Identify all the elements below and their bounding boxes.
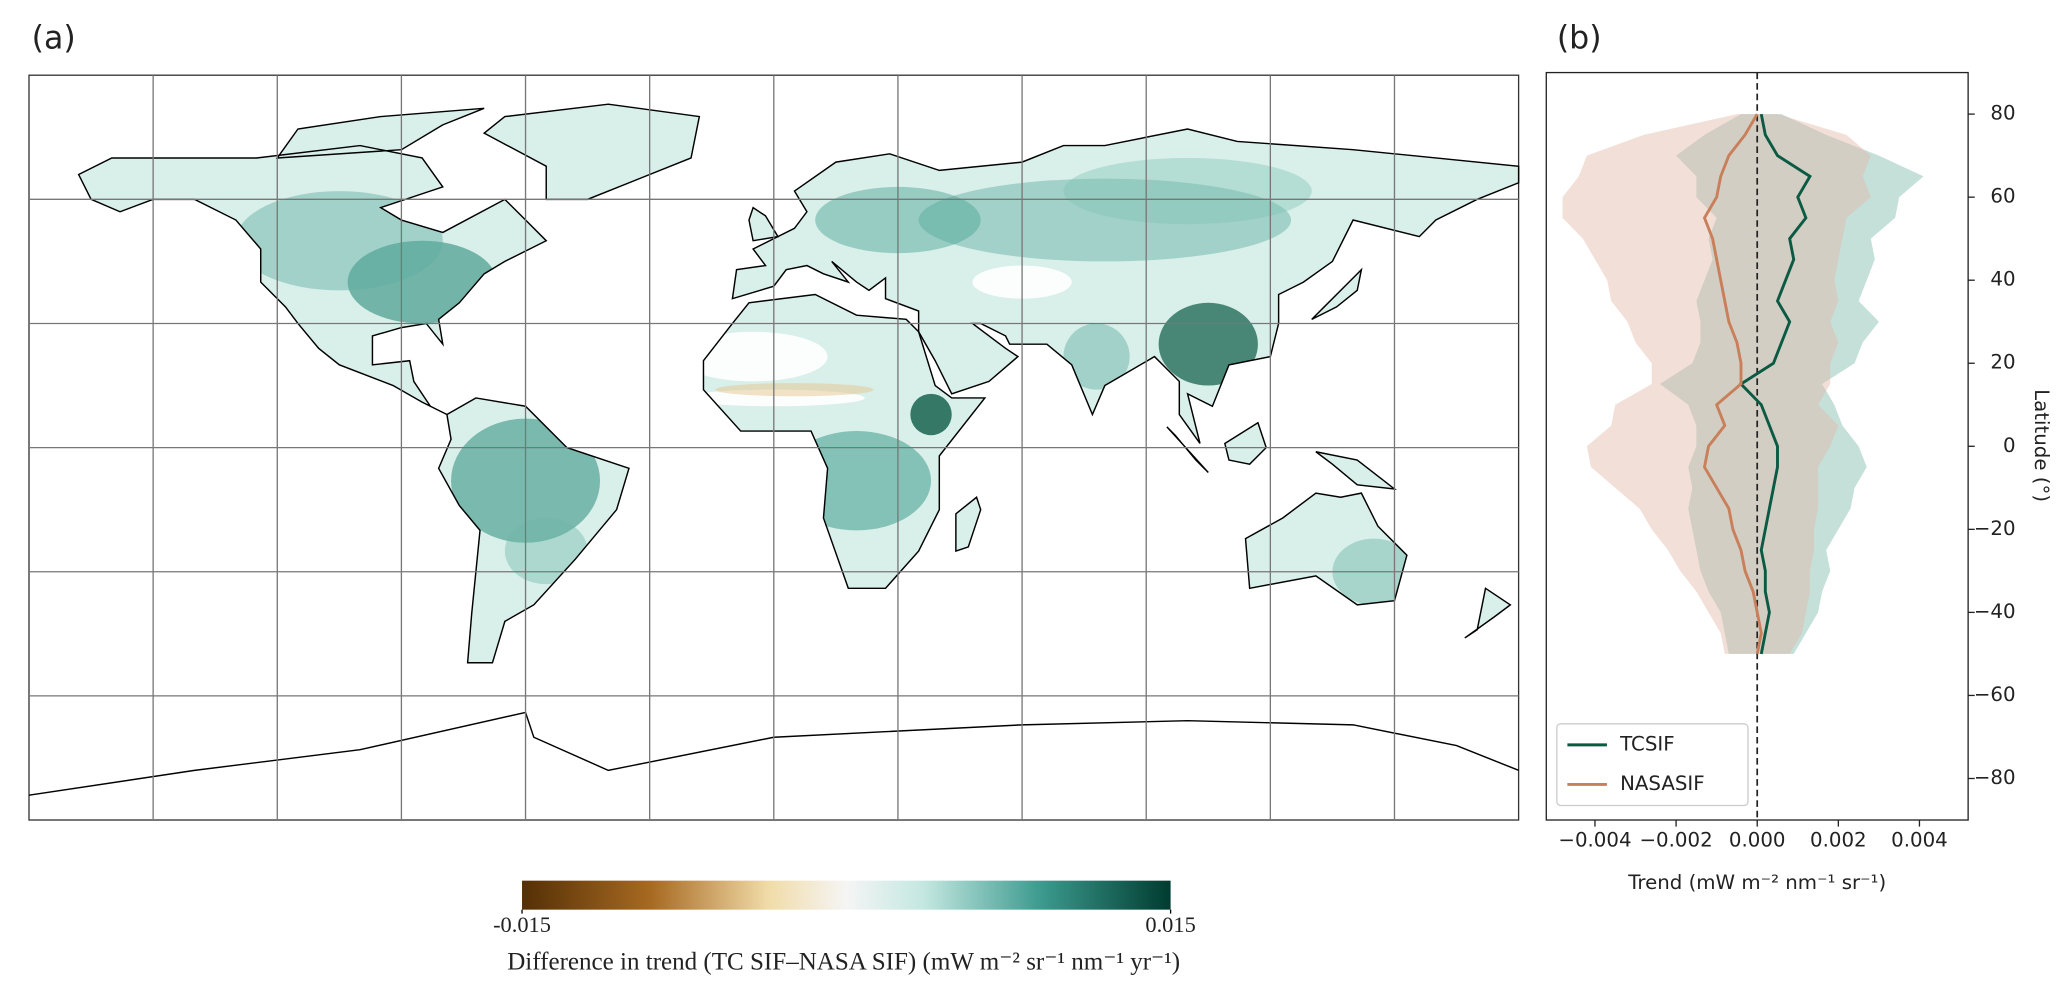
spread-band bbox=[1562, 114, 1871, 654]
colorbar: -0.015 0.015 Difference in trend (TC SIF–N… bbox=[493, 880, 1196, 975]
coastline bbox=[1244, 492, 1408, 606]
x-tick-label: 0.000 bbox=[1729, 829, 1786, 852]
series-line bbox=[1702, 113, 1763, 655]
coastline bbox=[28, 711, 1519, 796]
land bbox=[748, 207, 778, 241]
land bbox=[277, 108, 485, 158]
legend-label: TCSIF bbox=[1619, 732, 1674, 755]
land bbox=[1464, 588, 1511, 638]
trend-blob bbox=[235, 191, 443, 291]
sahel-band bbox=[715, 383, 874, 397]
y-tick-label: −40 bbox=[1974, 600, 2016, 623]
coastline bbox=[702, 293, 987, 590]
legend-label: NASASIF bbox=[1620, 772, 1705, 795]
x-tick-label: −0.004 bbox=[1558, 829, 1631, 852]
y-tick-label: 60 bbox=[1990, 185, 2015, 208]
trend-blob bbox=[1063, 323, 1130, 390]
plot-area bbox=[1562, 72, 1924, 821]
land bbox=[1245, 493, 1407, 605]
colorbar-tick-label: -0.015 bbox=[493, 912, 551, 937]
panel-label: (b) bbox=[1557, 21, 1602, 57]
coastline bbox=[77, 144, 548, 416]
map bbox=[28, 74, 1520, 821]
coastline bbox=[1311, 267, 1363, 320]
colorbar-scale bbox=[522, 880, 1171, 910]
y-axis-label: Latitude (°) bbox=[2030, 389, 2053, 502]
trend-blob bbox=[910, 393, 952, 436]
y-tick-label: 80 bbox=[1990, 102, 2015, 125]
y-tick-label: 40 bbox=[1990, 268, 2015, 291]
land bbox=[732, 129, 1519, 444]
coastline bbox=[955, 496, 982, 553]
x-axis-label: Trend (mW m⁻² nm⁻¹ sr⁻¹) bbox=[1627, 871, 1886, 894]
land bbox=[78, 145, 547, 415]
land bbox=[1224, 422, 1267, 465]
y-tick-label: 0 bbox=[2003, 434, 2016, 457]
panel-label: (a) bbox=[32, 21, 76, 57]
land bbox=[955, 497, 981, 552]
y-tick-label: −80 bbox=[1974, 766, 2016, 789]
spread-band bbox=[1659, 114, 1924, 654]
coastline bbox=[1223, 421, 1268, 465]
y-tick-label: −20 bbox=[1974, 517, 2016, 540]
x-tick-label: −0.002 bbox=[1640, 829, 1713, 852]
legend: TCSIF NASASIF bbox=[1556, 723, 1749, 807]
latitude-profile: −0.004 −0.002 0.000 0.002 0.004 −80 −60 −40 −20 0… bbox=[1545, 71, 2053, 894]
coastline bbox=[1166, 426, 1209, 473]
colorbar-tick-label: 0.015 bbox=[1145, 912, 1195, 937]
coastline bbox=[1315, 451, 1397, 490]
y-tick-label: 20 bbox=[1990, 351, 2015, 374]
x-tick-label: 0.002 bbox=[1810, 829, 1867, 852]
colorbar-label: Difference in trend (TC SIF–NASA SIF) (m… bbox=[507, 948, 1180, 975]
trend-blob bbox=[1063, 157, 1312, 225]
coastline bbox=[437, 397, 630, 664]
x-tick-label: 0.004 bbox=[1891, 829, 1948, 852]
y-tick-label: −60 bbox=[1974, 683, 2016, 706]
land bbox=[1315, 451, 1395, 489]
coastline bbox=[1464, 587, 1512, 639]
